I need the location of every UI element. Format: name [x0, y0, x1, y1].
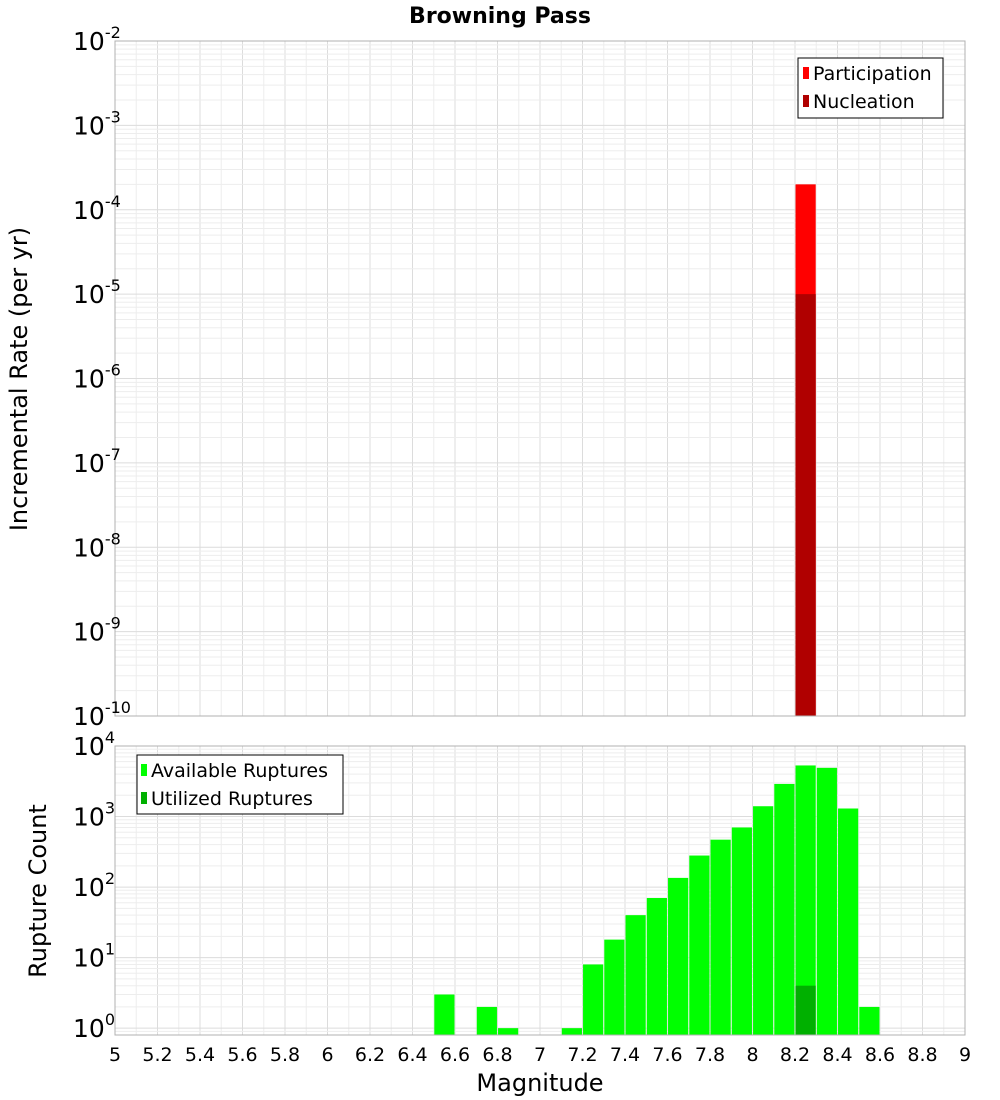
magnitude-x-tick-label: 7.4	[610, 1044, 640, 1066]
rate-y-tick-label: 10-9	[73, 614, 121, 647]
count-bar-available-ruptures-0	[434, 994, 455, 1035]
count-plot-border	[114, 745, 966, 1036]
rate-gridlines	[114, 40, 966, 717]
magnitude-x-tick-label: 8.6	[865, 1044, 895, 1066]
magnitude-x-tick-label: 5.6	[227, 1044, 257, 1066]
count-y-tick-labels: 100 101 102 103 104	[73, 728, 115, 1043]
count-y-tick-label: 102	[73, 869, 115, 902]
magnitude-x-tick-label: 6	[321, 1044, 333, 1066]
count-bar-available-ruptures-13	[774, 783, 795, 1035]
count-bar-available-ruptures-5	[604, 939, 625, 1035]
magnitude-x-tick-label: 5.8	[270, 1044, 300, 1066]
count-bar-available-ruptures-8	[668, 877, 689, 1035]
magnitude-x-tick-label: 9	[959, 1044, 971, 1066]
rate-y-tick-labels: 10-10 10-9 10-8 10-7 10-6 10-5 10-4 10-3 10-2	[73, 23, 131, 731]
magnitude-x-tick-labels: 5 5.2 5.4 5.6 5.8 6 6.2 6.4 6.6 6.8 7 7.2 7.4 7.6 7.8 8…	[109, 1044, 971, 1066]
magnitude-x-tick-label: 7	[534, 1044, 546, 1066]
count-bar-available-ruptures-12	[753, 806, 774, 1035]
magnitude-x-tick-label: 7.2	[567, 1044, 597, 1066]
count-bar-available-ruptures-10	[710, 839, 731, 1035]
rate-plot-border	[114, 40, 966, 717]
rate-bar-nucleation-0	[795, 294, 816, 716]
magnitude-x-tick-label: 8.2	[780, 1044, 810, 1066]
count-legend-box	[136, 754, 344, 815]
rate-y-tick-label: 10-5	[73, 276, 121, 309]
available-legend-label: Available Ruptures	[151, 760, 328, 782]
magnitude-x-tick-label: 8	[746, 1044, 758, 1066]
count-panel: 100 101 102 103 104 5 5.2 5.4 5.6 5.8 6 6.2 6.4 6.6 6…	[24, 728, 971, 1097]
count-bar-available-ruptures-3	[561, 1028, 582, 1035]
utilized-legend-swatch	[141, 792, 147, 804]
magnitude-x-tick-label: 5.4	[185, 1044, 215, 1066]
count-bar-available-ruptures-11	[731, 827, 752, 1035]
magnitude-x-tick-label: 7.8	[695, 1044, 725, 1066]
rate-y-tick-label: 10-7	[73, 445, 121, 478]
count-bar-available-ruptures-15	[816, 767, 837, 1035]
count-y-tick-label: 100	[73, 1010, 115, 1043]
count-bar-available-ruptures-17	[859, 1006, 880, 1035]
rate-legend-box	[797, 57, 944, 119]
count-bar-available-ruptures-4	[583, 964, 604, 1035]
magnitude-x-axis-label: Magnitude	[476, 1069, 603, 1097]
rate-legend: Participation Nucleation	[797, 57, 944, 119]
count-bar-available-ruptures-2	[498, 1028, 519, 1035]
rate-y-tick-label: 10-10	[73, 698, 131, 731]
count-y-tick-label: 103	[73, 799, 115, 832]
magnitude-x-tick-label: 6.2	[355, 1044, 385, 1066]
rate-bars	[795, 184, 816, 717]
count-y-tick-label: 104	[73, 728, 115, 761]
magnitude-x-tick-label: 8.4	[822, 1044, 852, 1066]
count-bars	[434, 765, 880, 1035]
available-legend-swatch	[141, 764, 147, 776]
count-bar-available-ruptures-14	[795, 765, 816, 1035]
magnitude-x-tick-label: 6.6	[440, 1044, 470, 1066]
count-y-axis-label: Rupture Count	[24, 804, 52, 978]
count-bar-utilized-ruptures-0	[795, 985, 816, 1035]
rate-y-tick-label: 10-2	[73, 23, 121, 56]
count-legend: Available Ruptures Utilized Ruptures	[136, 754, 344, 815]
count-bar-available-ruptures-16	[838, 808, 859, 1035]
rate-y-tick-label: 10-6	[73, 361, 121, 394]
count-bar-available-ruptures-6	[625, 915, 646, 1035]
magnitude-x-tick-label: 6.4	[397, 1044, 427, 1066]
participation-legend-label: Participation	[813, 63, 932, 85]
count-bar-available-ruptures-1	[476, 1006, 497, 1035]
magnitude-x-tick-label: 7.6	[652, 1044, 682, 1066]
rate-y-axis-label: Incremental Rate (per yr)	[5, 227, 33, 531]
utilized-legend-label: Utilized Ruptures	[151, 788, 313, 810]
rate-panel: 10-10 10-9 10-8 10-7 10-6 10-5 10-4 10-3 10-2 In…	[5, 23, 966, 731]
chart-title: Browning Pass	[409, 4, 591, 29]
rate-y-tick-label: 10-3	[73, 107, 121, 140]
magnitude-x-tick-label: 8.8	[907, 1044, 937, 1066]
participation-legend-swatch	[803, 67, 809, 79]
nucleation-legend-swatch	[803, 95, 809, 107]
rate-y-tick-label: 10-8	[73, 529, 121, 562]
count-bar-available-ruptures-9	[689, 855, 710, 1035]
magnitude-x-tick-label: 5.2	[142, 1044, 172, 1066]
count-bar-available-ruptures-7	[646, 898, 667, 1035]
rate-y-tick-label: 10-4	[73, 192, 121, 225]
magnitude-x-tick-label: 6.8	[482, 1044, 512, 1066]
magnitude-x-tick-label: 5	[109, 1044, 121, 1066]
count-y-tick-label: 101	[73, 940, 115, 973]
nucleation-legend-label: Nucleation	[813, 91, 915, 113]
